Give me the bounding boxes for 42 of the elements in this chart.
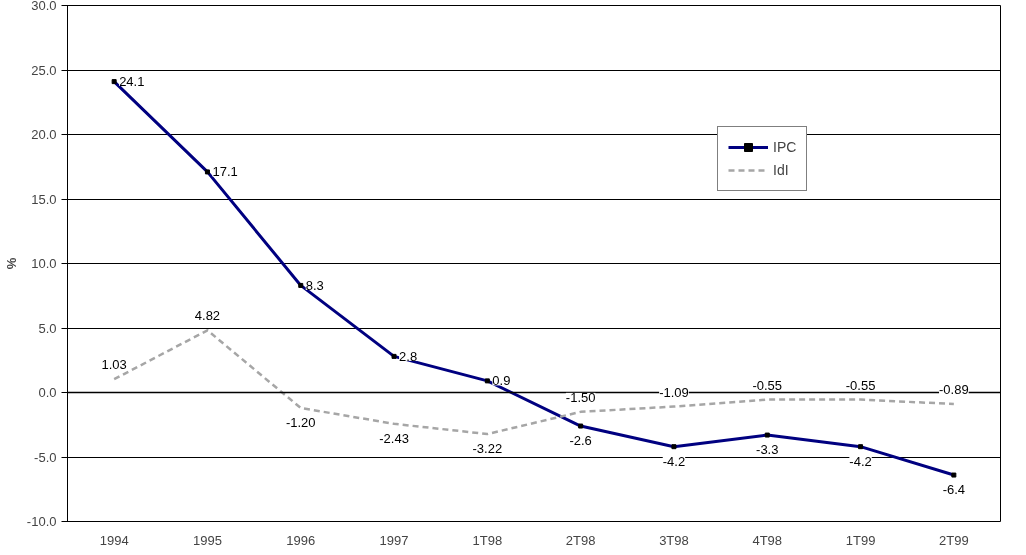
y-axis-title: % <box>3 257 19 270</box>
data-label: -3.3 <box>756 442 779 458</box>
data-label: 1.03 <box>101 357 127 373</box>
data-label: -0.55 <box>752 377 783 393</box>
data-label: 17.1 <box>212 164 238 180</box>
data-label: 24.1 <box>119 74 145 90</box>
y-tick-label: 10.0 <box>31 256 57 271</box>
y-tick-label: 15.0 <box>31 191 57 207</box>
y-tick-label: 5.0 <box>38 320 57 336</box>
data-label: -4.2 <box>849 453 872 469</box>
x-tick-label: 4T98 <box>752 532 783 548</box>
data-label: 2.8 <box>399 348 418 364</box>
data-label: 0.9 <box>492 373 511 389</box>
y-tick-label: 25.0 <box>31 62 57 78</box>
x-tick-label: 2T98 <box>565 532 596 548</box>
data-label: -1.09 <box>659 384 689 400</box>
x-tick-label: 1994 <box>99 532 129 548</box>
y-tick-label: 30.0 <box>31 0 57 13</box>
data-label: 4.82 <box>194 308 221 324</box>
x-tick-label: 1T98 <box>472 532 503 548</box>
x-tick-label: 3T98 <box>659 532 689 548</box>
data-label: -2.43 <box>379 430 409 446</box>
legend-label: IPC <box>773 139 797 155</box>
data-label: -3.22 <box>472 441 503 457</box>
data-label: -2.6 <box>569 433 592 449</box>
x-tick-label: 1995 <box>192 532 222 548</box>
y-tick-label: -10.0 <box>26 514 57 529</box>
data-label: -6.4 <box>942 482 966 498</box>
y-tick-label: 0.0 <box>38 385 57 400</box>
x-tick-label: 1T99 <box>845 532 876 548</box>
x-tick-label: 1997 <box>379 532 409 548</box>
legend-label: IdI <box>773 162 790 178</box>
data-label: -0.55 <box>845 377 876 393</box>
x-tick-label: 1996 <box>286 532 316 548</box>
data-label: -1.50 <box>565 389 596 405</box>
y-tick-label: -5.0 <box>34 449 57 465</box>
data-label: -4.2 <box>662 453 686 469</box>
data-label: -0.89 <box>939 381 969 397</box>
data-label: -1.20 <box>285 414 316 430</box>
y-tick-label: 20.0 <box>31 127 57 142</box>
data-label: 8.3 <box>305 277 324 293</box>
x-tick-label: 2T99 <box>939 532 969 548</box>
